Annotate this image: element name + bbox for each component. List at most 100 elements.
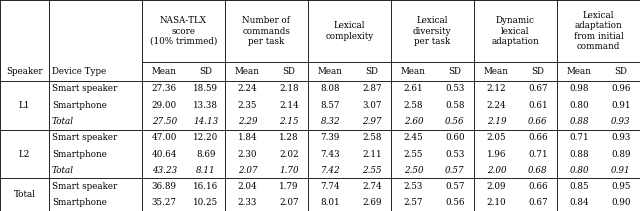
Text: 8.11: 8.11 <box>196 166 216 175</box>
Text: 27.50: 27.50 <box>152 117 177 126</box>
Text: 0.71: 0.71 <box>570 133 589 142</box>
Text: 0.88: 0.88 <box>570 150 589 158</box>
Text: 0.71: 0.71 <box>528 150 548 158</box>
Text: L2: L2 <box>19 150 30 158</box>
Text: 12.20: 12.20 <box>193 133 218 142</box>
Text: 29.00: 29.00 <box>152 101 177 110</box>
Text: 43.23: 43.23 <box>152 166 177 175</box>
Text: Total: Total <box>52 117 74 126</box>
Text: 0.67: 0.67 <box>528 198 548 207</box>
Text: Mean: Mean <box>401 67 426 76</box>
Text: 0.93: 0.93 <box>611 133 630 142</box>
Text: 2.97: 2.97 <box>362 117 381 126</box>
Text: 2.15: 2.15 <box>279 117 299 126</box>
Text: 0.60: 0.60 <box>445 133 465 142</box>
Text: 2.00: 2.00 <box>486 166 506 175</box>
Text: 0.53: 0.53 <box>445 84 465 93</box>
Text: 0.66: 0.66 <box>528 117 548 126</box>
Text: 36.89: 36.89 <box>152 182 177 191</box>
Text: 2.09: 2.09 <box>486 182 506 191</box>
Text: Total: Total <box>52 166 74 175</box>
Text: SD: SD <box>449 67 461 76</box>
Text: 2.35: 2.35 <box>237 101 257 110</box>
Text: 7.39: 7.39 <box>321 133 340 142</box>
Text: 8.32: 8.32 <box>321 117 340 126</box>
Text: 7.43: 7.43 <box>321 150 340 158</box>
Text: 14.13: 14.13 <box>193 117 218 126</box>
Text: L1: L1 <box>19 101 30 110</box>
Text: 1.84: 1.84 <box>237 133 257 142</box>
Text: 2.29: 2.29 <box>237 117 257 126</box>
Text: Mean: Mean <box>152 67 177 76</box>
Text: 2.58: 2.58 <box>362 133 381 142</box>
Text: 13.38: 13.38 <box>193 101 218 110</box>
Text: 2.05: 2.05 <box>486 133 506 142</box>
Text: 2.60: 2.60 <box>404 117 423 126</box>
Text: Number of
commands
per task: Number of commands per task <box>243 16 291 46</box>
Text: 0.56: 0.56 <box>445 198 465 207</box>
Text: 2.10: 2.10 <box>486 198 506 207</box>
Text: 0.67: 0.67 <box>528 84 548 93</box>
Text: 2.04: 2.04 <box>237 182 257 191</box>
Text: 2.07: 2.07 <box>237 166 257 175</box>
Text: Mean: Mean <box>484 67 509 76</box>
Text: 2.69: 2.69 <box>362 198 381 207</box>
Text: 2.02: 2.02 <box>279 150 299 158</box>
Text: Lexical
adaptation
from initial
command: Lexical adaptation from initial command <box>573 11 623 51</box>
Text: 0.80: 0.80 <box>570 101 589 110</box>
Text: Mean: Mean <box>567 67 592 76</box>
Text: Lexical
complexity: Lexical complexity <box>325 22 374 41</box>
Text: 1.70: 1.70 <box>279 166 299 175</box>
Text: 0.89: 0.89 <box>611 150 631 158</box>
Text: Smartphone: Smartphone <box>52 101 107 110</box>
Text: Lexical
diversity
per task: Lexical diversity per task <box>413 16 452 46</box>
Text: 2.58: 2.58 <box>404 101 423 110</box>
Text: 1.28: 1.28 <box>279 133 299 142</box>
Text: Smart speaker: Smart speaker <box>52 133 117 142</box>
Text: 0.66: 0.66 <box>528 182 548 191</box>
Text: 2.24: 2.24 <box>486 101 506 110</box>
Text: SD: SD <box>200 67 212 76</box>
Text: 0.95: 0.95 <box>611 182 630 191</box>
Text: 0.91: 0.91 <box>611 166 631 175</box>
Text: 2.33: 2.33 <box>237 198 257 207</box>
Text: Total: Total <box>13 190 36 199</box>
Text: 2.18: 2.18 <box>279 84 299 93</box>
Text: SD: SD <box>531 67 545 76</box>
Text: 2.50: 2.50 <box>404 166 423 175</box>
Text: 0.96: 0.96 <box>611 84 631 93</box>
Text: 2.53: 2.53 <box>404 182 423 191</box>
Text: 0.90: 0.90 <box>611 198 631 207</box>
Text: 8.08: 8.08 <box>321 84 340 93</box>
Text: 0.57: 0.57 <box>445 166 465 175</box>
Text: 2.14: 2.14 <box>279 101 299 110</box>
Text: NASA-TLX
score
(10% trimmed): NASA-TLX score (10% trimmed) <box>150 16 217 46</box>
Text: 2.24: 2.24 <box>237 84 257 93</box>
Text: 2.30: 2.30 <box>237 150 257 158</box>
Text: 2.61: 2.61 <box>404 84 423 93</box>
Text: 0.80: 0.80 <box>570 166 589 175</box>
Text: 8.01: 8.01 <box>321 198 340 207</box>
Text: Device Type: Device Type <box>52 67 106 76</box>
Text: 0.61: 0.61 <box>528 101 548 110</box>
Text: 0.91: 0.91 <box>611 101 631 110</box>
Text: 18.59: 18.59 <box>193 84 218 93</box>
Text: 2.11: 2.11 <box>362 150 381 158</box>
Text: 10.25: 10.25 <box>193 198 218 207</box>
Text: 2.45: 2.45 <box>404 133 423 142</box>
Text: Mean: Mean <box>235 67 260 76</box>
Text: 16.16: 16.16 <box>193 182 218 191</box>
Text: 0.85: 0.85 <box>570 182 589 191</box>
Text: 0.53: 0.53 <box>445 150 465 158</box>
Text: 2.74: 2.74 <box>362 182 382 191</box>
Text: 2.19: 2.19 <box>486 117 506 126</box>
Text: 0.56: 0.56 <box>445 117 465 126</box>
Text: SD: SD <box>614 67 627 76</box>
Text: 27.36: 27.36 <box>152 84 177 93</box>
Text: Speaker: Speaker <box>6 67 43 76</box>
Text: 0.84: 0.84 <box>570 198 589 207</box>
Text: 2.55: 2.55 <box>404 150 423 158</box>
Text: SD: SD <box>365 67 378 76</box>
Text: 0.98: 0.98 <box>570 84 589 93</box>
Text: Smartphone: Smartphone <box>52 198 107 207</box>
